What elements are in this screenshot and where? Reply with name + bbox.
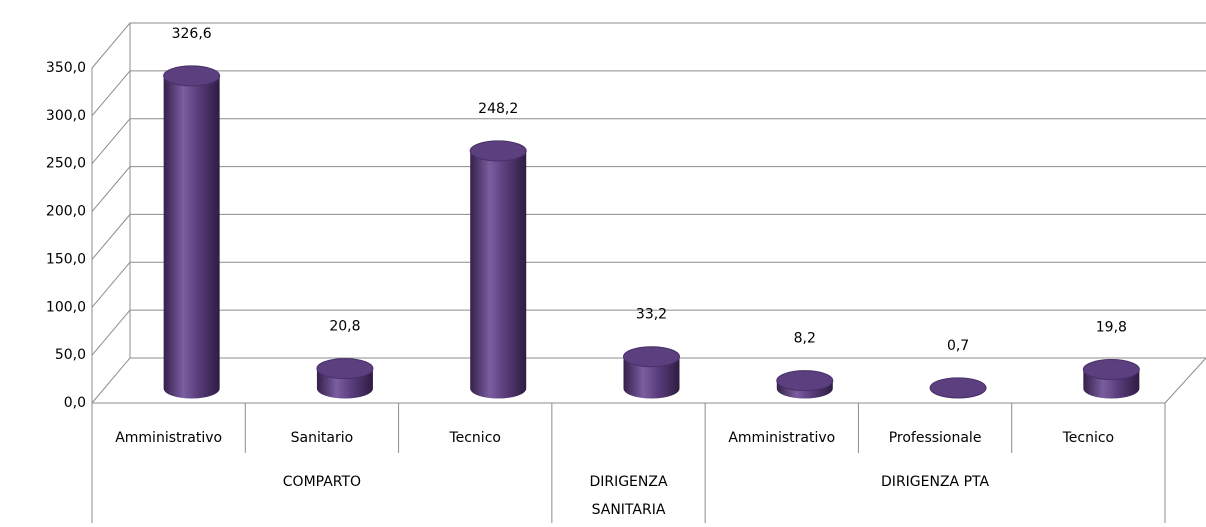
group-label: DIRIGENZA PTA [881,474,990,490]
grid-line [91,357,1206,404]
bar [1082,359,1140,399]
y-tick-label: 200,0 [46,204,86,220]
bar [163,65,221,399]
value-label: 33,2 [636,307,667,323]
bar-top [776,370,834,392]
bar [929,377,987,399]
bar [623,346,680,399]
bar-top [316,358,374,380]
bar [316,358,374,399]
y-tick-label: 100,0 [46,299,86,315]
bar-top [623,346,680,368]
bar-top [929,377,987,399]
value-label: 19,8 [1096,320,1127,336]
y-tick-label: 350,0 [46,60,86,76]
group-label-box: COMPARTO [282,474,362,490]
grid-line [91,261,1206,308]
x-tick-label: Sanitario [291,430,354,446]
x-tick-label: Tecnico [448,430,501,446]
x-tick-label: Amministrativo [115,430,222,446]
y-tick-label: 0,0 [64,395,86,411]
value-label: 0,7 [947,338,969,354]
x-tick-label: Professionale [889,430,982,446]
grid-line [91,118,1206,165]
group-label-box: DIRIGENZA SANITARIA [589,474,668,518]
grid-line [91,166,1206,212]
grid-line [91,70,1206,117]
floor-right [1164,357,1206,404]
bar [776,370,834,399]
bar-body [623,356,680,399]
bar-body [163,75,220,399]
x-tick-label: Tecnico [1062,430,1115,446]
y-tick-label: 150,0 [46,251,86,267]
bar-top [163,65,221,87]
grid-line [91,213,1206,260]
group-label: COMPARTO [282,474,362,490]
group-label-box: DIRIGENZA PTA [881,474,990,490]
bar-top [469,140,527,162]
value-label: 326,6 [172,26,212,42]
x-tick-label: Amministrativo [728,430,835,446]
grid-line [91,22,1206,69]
y-tick-label: 300,0 [46,108,86,124]
value-label: 8,2 [794,331,816,347]
value-label: 20,8 [329,319,360,335]
y-tick-label: 250,0 [46,156,86,172]
group-label: DIRIGENZA SANITARIA [589,474,668,518]
value-label: 248,2 [478,101,518,117]
grid-line [91,309,1206,356]
bar-top [1082,359,1140,381]
bar [469,140,527,399]
y-tick-label: 50,0 [55,347,86,363]
bar-body [470,150,527,399]
